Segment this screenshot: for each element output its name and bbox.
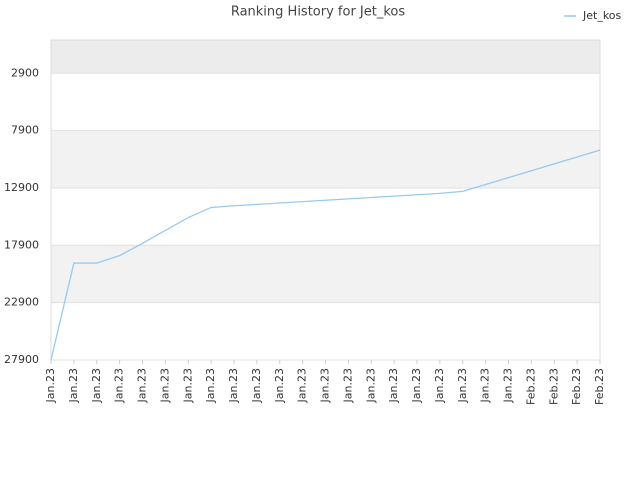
band bbox=[51, 245, 600, 303]
x-tick-label: Feb.23 bbox=[593, 368, 606, 405]
x-tick-label: Feb.23 bbox=[570, 368, 583, 405]
line bbox=[50, 149, 601, 361]
x-tick-label: Jan.23 bbox=[113, 368, 126, 403]
x-tick-label: Jan.23 bbox=[158, 368, 171, 403]
x-tick-label: Jan.23 bbox=[502, 368, 515, 403]
band bbox=[51, 73, 600, 131]
band bbox=[51, 302, 600, 360]
y-tick-label: 2900 bbox=[11, 66, 39, 79]
band bbox=[51, 187, 600, 246]
x-tick-label: Jan.23 bbox=[67, 368, 80, 403]
x-tick-label: Jan.23 bbox=[364, 368, 377, 403]
x-tick-label: Jan.23 bbox=[136, 368, 149, 403]
x-tick-label: Jan.23 bbox=[296, 368, 309, 403]
x-tick-label: Jan.23 bbox=[250, 368, 263, 403]
chart-title: Ranking History for Jet_kos bbox=[231, 5, 406, 20]
y-tick-label: 12900 bbox=[4, 181, 39, 194]
x-tick-label: Jan.23 bbox=[90, 368, 103, 403]
x-tick-label: Jan.23 bbox=[227, 368, 240, 403]
x-tick-label: Jan.23 bbox=[410, 368, 423, 403]
x-tick-label: Jan.23 bbox=[433, 368, 446, 403]
legend-label: Jet_kos bbox=[582, 9, 622, 22]
x-tick-label: Jan.23 bbox=[273, 368, 286, 403]
band bbox=[51, 130, 600, 188]
band bbox=[51, 40, 600, 74]
x-tick-label: Jan.23 bbox=[204, 368, 217, 403]
x-tick-label: Jan.23 bbox=[456, 368, 469, 403]
x-tick-label: Feb.23 bbox=[547, 368, 560, 405]
y-tick-label: 7900 bbox=[11, 124, 39, 137]
y-tick-label: 27900 bbox=[4, 353, 39, 366]
x-tick-label: Jan.23 bbox=[341, 368, 354, 403]
y-tick-label: 22900 bbox=[4, 296, 39, 309]
x-tick-label: Jan.23 bbox=[319, 368, 332, 403]
x-tick-label: Feb.23 bbox=[524, 368, 537, 405]
y-tick-label: 17900 bbox=[4, 238, 39, 251]
x-tick-label: Jan.23 bbox=[44, 368, 57, 403]
x-tick-label: Jan.23 bbox=[181, 368, 194, 403]
x-tick-label: Jan.23 bbox=[387, 368, 400, 403]
x-tick-label: Jan.23 bbox=[479, 368, 492, 403]
